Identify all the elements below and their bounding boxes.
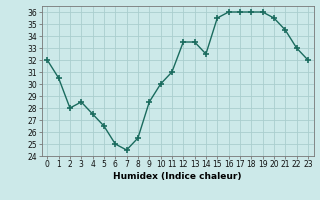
X-axis label: Humidex (Indice chaleur): Humidex (Indice chaleur) bbox=[113, 172, 242, 181]
